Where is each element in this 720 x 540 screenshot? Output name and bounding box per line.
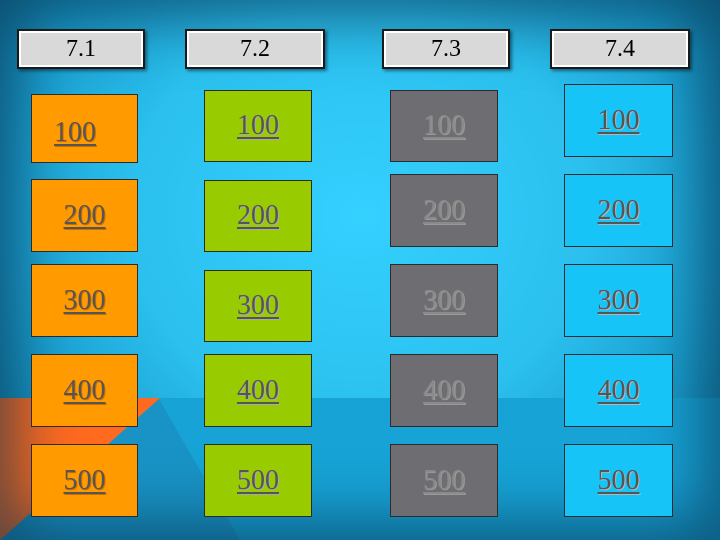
clue-cell-7-2-300[interactable]: 300 xyxy=(204,270,312,342)
category-header-2: 7.2 xyxy=(185,29,325,69)
clue-cell-7-3-100[interactable]: 100 xyxy=(390,90,498,162)
clue-cell-7-2-200[interactable]: 200 xyxy=(204,180,312,252)
clue-cell-7-2-500[interactable]: 500 xyxy=(204,444,312,517)
clue-cell-7-2-100[interactable]: 100 xyxy=(204,90,312,162)
category-header-4: 7.4 xyxy=(550,29,690,69)
category-header-3: 7.3 xyxy=(382,29,510,69)
clue-cell-7-4-100[interactable]: 100 xyxy=(564,84,673,157)
clue-cell-7-1-300[interactable]: 300 xyxy=(31,264,138,337)
clue-cell-7-4-300[interactable]: 300 xyxy=(564,264,673,337)
clue-cell-7-1-100[interactable]: 100 xyxy=(31,94,138,163)
clue-cell-7-1-400[interactable]: 400 xyxy=(31,354,138,427)
clue-cell-7-4-500[interactable]: 500 xyxy=(564,444,673,517)
clue-cell-7-2-400[interactable]: 400 xyxy=(204,354,312,427)
clue-cell-7-4-400[interactable]: 400 xyxy=(564,354,673,427)
clue-cell-7-3-300[interactable]: 300 xyxy=(390,264,498,337)
clue-cell-7-4-200[interactable]: 200 xyxy=(564,174,673,247)
clue-cell-7-3-400[interactable]: 400 xyxy=(390,354,498,427)
clue-cell-7-1-500[interactable]: 500 xyxy=(31,444,138,517)
clue-cell-7-3-500[interactable]: 500 xyxy=(390,444,498,517)
clue-cell-7-1-200[interactable]: 200 xyxy=(31,179,138,252)
category-header-1: 7.1 xyxy=(17,29,145,69)
clue-cell-7-3-200[interactable]: 200 xyxy=(390,174,498,247)
